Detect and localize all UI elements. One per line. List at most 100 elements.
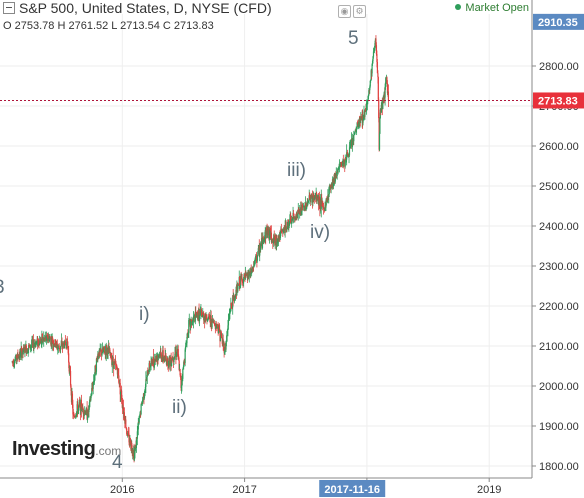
- candle-body: [37, 340, 40, 344]
- candle-body: [77, 408, 79, 414]
- candle-body: [16, 358, 18, 360]
- candle-body: [55, 343, 57, 347]
- candle-body: [368, 90, 370, 96]
- chart-title[interactable]: S&P 500, United States, D, NYSE (CFD): [3, 0, 272, 16]
- candle-body: [226, 331, 228, 342]
- candle-body: [257, 251, 259, 256]
- candle-body: [84, 410, 86, 415]
- header-icons: ◉ ⚙: [338, 1, 368, 19]
- y-axis-labels: 2800.002700.002600.002500.002400.002300.…: [532, 61, 579, 473]
- candle-body: [295, 217, 297, 220]
- candle-body: [374, 43, 376, 49]
- candle-body: [210, 315, 212, 324]
- candle-body: [141, 399, 144, 405]
- candle-body: [348, 147, 351, 156]
- candle-body: [325, 198, 328, 201]
- candle-body: [126, 428, 128, 435]
- candle-body: [312, 196, 314, 203]
- eye-icon[interactable]: ◉: [338, 5, 351, 18]
- candle-body: [207, 319, 209, 321]
- candle-body: [186, 332, 189, 338]
- candle-body: [263, 239, 265, 242]
- candle-body: [156, 356, 159, 362]
- candle-body: [27, 352, 29, 354]
- candle-body: [100, 348, 102, 351]
- wave-label-ii: ii): [172, 397, 187, 418]
- candle-body: [227, 325, 229, 330]
- candle-body: [20, 351, 22, 357]
- candle-body: [292, 212, 295, 218]
- candle-body: [190, 321, 192, 327]
- candle-body: [148, 372, 150, 373]
- candle-body: [375, 45, 378, 55]
- candle-body: [301, 211, 303, 214]
- candle-body: [78, 402, 80, 407]
- wave-label-iii: iii): [287, 160, 306, 181]
- candle-body: [76, 411, 78, 415]
- candle-body: [73, 415, 75, 417]
- y-tick-label: 2100.00: [539, 341, 579, 353]
- candle-body: [184, 346, 187, 350]
- candle-body: [301, 204, 304, 207]
- candle-body: [321, 197, 323, 202]
- candle-body: [134, 449, 136, 454]
- candle-body: [103, 346, 105, 350]
- candle-body: [121, 399, 123, 404]
- candle-body: [121, 403, 124, 409]
- candle-body: [224, 347, 226, 353]
- candle-body: [128, 433, 130, 443]
- candle-body: [373, 50, 375, 52]
- x-tick-label: 2019: [477, 484, 501, 496]
- candle-body: [287, 219, 289, 229]
- settings-icon[interactable]: ⚙: [353, 5, 366, 18]
- candle-body: [202, 313, 204, 315]
- candle-body: [254, 258, 257, 260]
- candle-body: [192, 319, 194, 321]
- candle-body: [248, 276, 250, 278]
- candle-body: [29, 347, 32, 348]
- candle-body: [137, 422, 139, 430]
- low-label: L: [111, 20, 118, 32]
- candle-body: [191, 321, 193, 326]
- candle-body: [217, 327, 219, 334]
- candle-body: [332, 178, 335, 187]
- candle-body: [362, 116, 365, 120]
- candle-body: [275, 235, 277, 240]
- candle-body: [93, 379, 95, 382]
- candle-body: [152, 357, 154, 364]
- candle-body: [218, 330, 220, 334]
- candle-body: [225, 341, 228, 342]
- candle-body: [53, 344, 55, 347]
- candle-body: [237, 285, 239, 292]
- candle-body: [379, 109, 381, 118]
- candle-body: [368, 90, 370, 91]
- candle-body: [151, 363, 154, 365]
- y-tick-label: 2000.00: [539, 381, 579, 393]
- candle-body: [212, 318, 214, 323]
- candle-body: [284, 225, 286, 233]
- collapse-icon[interactable]: [3, 2, 15, 14]
- candle-body: [378, 99, 380, 119]
- candle-body: [316, 198, 318, 202]
- candle-body: [285, 221, 287, 230]
- candle-body: [62, 343, 64, 347]
- candle-body: [181, 380, 183, 386]
- candle-body: [245, 272, 247, 276]
- candle-body: [17, 357, 19, 359]
- candle-body: [69, 368, 71, 371]
- candle-body: [288, 223, 290, 227]
- candle-body: [265, 227, 267, 239]
- logo-suffix: .com: [95, 444, 122, 458]
- candle-body: [386, 83, 389, 94]
- candle-body: [373, 48, 376, 51]
- candle-body: [344, 157, 346, 167]
- candle-body: [185, 343, 188, 345]
- candle-body: [149, 363, 151, 368]
- candle-body: [228, 313, 231, 318]
- candle-body: [101, 353, 103, 356]
- candle-body: [283, 227, 285, 231]
- candle-body: [246, 274, 248, 276]
- candle-body: [14, 359, 16, 363]
- candle-body: [206, 318, 208, 321]
